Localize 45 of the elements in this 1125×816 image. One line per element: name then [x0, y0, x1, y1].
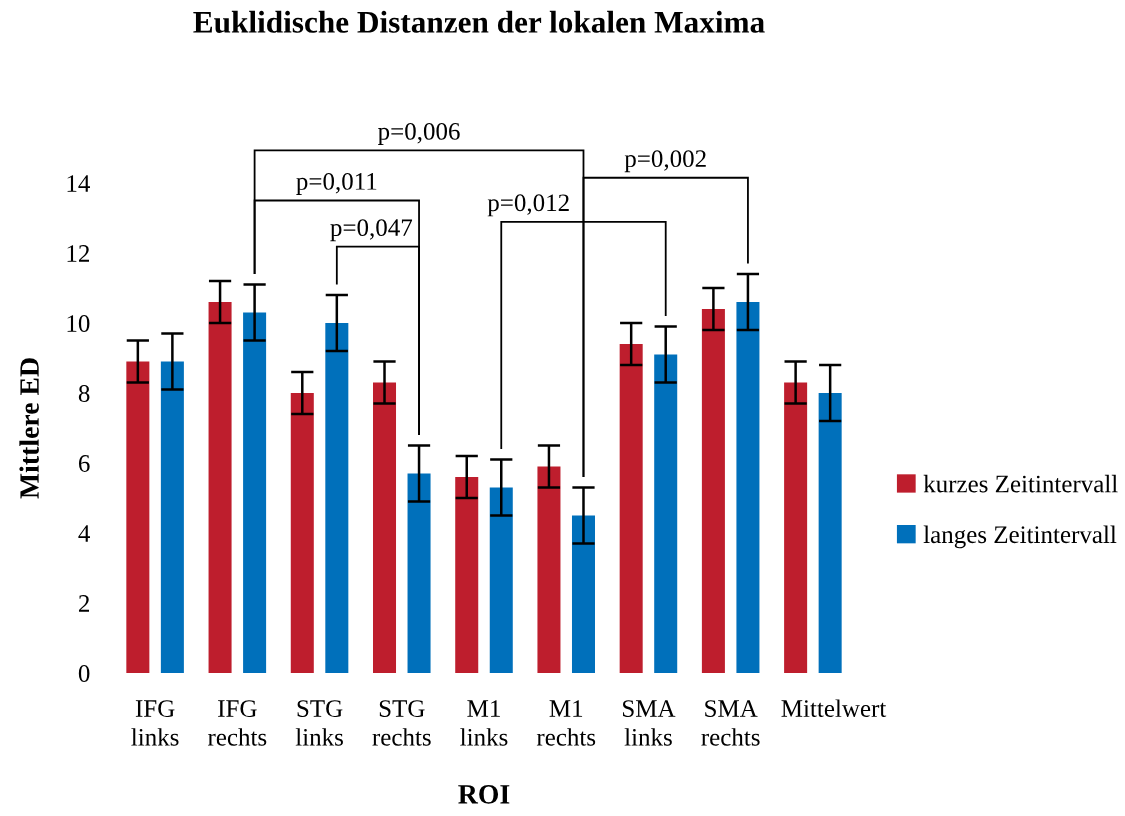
y-tick-label: 14 — [67, 175, 90, 192]
x-tick-label: SMA rechts — [701, 700, 760, 746]
x-tick-label: STG rechts — [372, 700, 431, 746]
y-axis-title: Mittlere ED — [19, 358, 39, 499]
text: p=0,002 — [624, 150, 706, 173]
y-tick-label: 0 — [78, 665, 90, 682]
x-tick-label: IFG links — [131, 700, 179, 746]
bar — [654, 354, 678, 673]
bar — [407, 473, 431, 673]
bar — [455, 477, 479, 673]
legend-label: langes Zeitintervall — [923, 525, 1117, 549]
y-tick-label: 10 — [67, 315, 90, 332]
bar — [373, 382, 397, 673]
x-tick-label: Mittelwert — [781, 699, 887, 717]
bar — [784, 382, 808, 673]
y-tick-label: 6 — [78, 455, 90, 472]
text: p=0,006 — [378, 122, 460, 145]
bar — [537, 466, 561, 673]
x-tick-label: SMA links — [623, 700, 676, 746]
annotation: p=0,012 — [487, 194, 569, 217]
bar — [818, 393, 842, 673]
bar — [208, 302, 232, 673]
bar — [243, 312, 267, 673]
bar — [701, 309, 725, 673]
y-tick-label: 4 — [78, 525, 90, 542]
y-tick-label: 2 — [78, 595, 90, 612]
bar — [290, 393, 314, 673]
x-tick-label: M1 rechts — [536, 700, 596, 746]
x-axis-title: ROI — [458, 785, 510, 804]
x-tick-label: STG links — [295, 700, 343, 746]
bar — [160, 361, 184, 673]
annotation: p=0,047 — [330, 219, 413, 242]
y-tick-label: 12 — [67, 245, 90, 262]
bar — [126, 361, 150, 673]
chart-title: Euklidische Distanzen der lokalen Maxima — [193, 10, 765, 33]
bar — [619, 344, 643, 673]
x-tick-label: IFG rechts — [207, 700, 267, 746]
bar — [571, 515, 595, 673]
annotation: p=0,011 — [296, 173, 377, 195]
legend-label: kurzes Zeitintervall — [923, 474, 1118, 493]
y-tick-label: 8 — [78, 385, 90, 402]
bar — [325, 323, 349, 673]
x-tick-label: M1 links — [460, 700, 508, 746]
bar — [489, 487, 513, 673]
bar — [736, 302, 760, 673]
